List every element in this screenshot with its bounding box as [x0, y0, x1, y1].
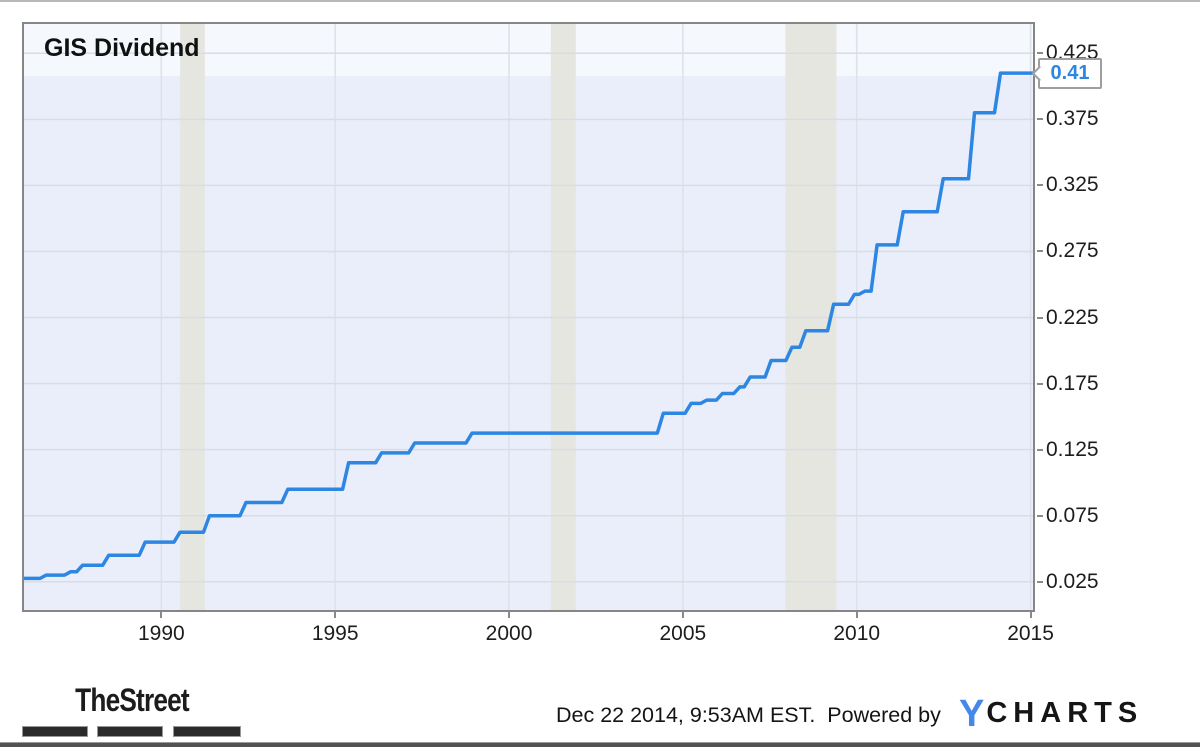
- x-axis-label: 1995: [311, 622, 359, 645]
- y-axis-label: 0.175: [1046, 371, 1099, 395]
- thestreet-logo-bar: [97, 726, 163, 737]
- y-axis-tick: [1037, 250, 1043, 253]
- x-axis-tick: [1029, 612, 1032, 618]
- x-axis-tick: [508, 612, 511, 618]
- x-axis-tick: [160, 612, 163, 618]
- y-axis-tick: [1037, 184, 1043, 187]
- ycharts-logo[interactable]: YCHARTS: [959, 693, 1143, 736]
- y-axis-tick: [1037, 316, 1043, 319]
- y-axis-tick: [1037, 118, 1043, 121]
- y-axis-label: 0.375: [1046, 107, 1099, 131]
- y-axis-tick: [1037, 514, 1043, 517]
- y-axis-tick: [1037, 448, 1043, 451]
- last-value-label: 0.41: [1050, 62, 1090, 85]
- x-axis-label: 1990: [137, 622, 185, 645]
- ycharts-logo-y-icon: Y: [959, 693, 985, 735]
- dividend-step-chart[interactable]: [22, 24, 1035, 610]
- y-axis-tick: [1037, 52, 1043, 55]
- thestreet-logo-bar: [173, 726, 241, 737]
- y-axis-label: 0.125: [1046, 437, 1099, 461]
- ycharts-logo-text: CHARTS: [986, 697, 1144, 729]
- y-axis-label: 0.325: [1046, 173, 1099, 197]
- x-axis-tick: [855, 612, 858, 618]
- timestamp-powered-by: Dec 22 2014, 9:53AM EST. Powered by: [556, 703, 941, 727]
- top-window-edge: [0, 0, 1200, 2]
- x-axis-tick: [681, 612, 684, 618]
- y-axis-label: 0.275: [1046, 239, 1099, 263]
- y-axis-label: 0.025: [1046, 569, 1099, 593]
- chart-frame: [22, 22, 1035, 612]
- y-axis-tick: [1037, 580, 1043, 583]
- thestreet-logo-bar: [22, 726, 88, 737]
- y-axis-label: 0.225: [1046, 305, 1099, 329]
- x-axis-label: 2005: [659, 622, 707, 645]
- bottom-divider: [0, 742, 1200, 747]
- x-axis-label: 2015: [1007, 622, 1054, 645]
- chart-title: GIS Dividend: [44, 34, 200, 62]
- last-value-callout: 0.41: [1038, 58, 1102, 90]
- x-axis-label: 2010: [833, 622, 881, 645]
- x-axis-tick: [334, 612, 337, 618]
- dividend-step-line: [22, 71, 1035, 581]
- y-axis-tick: [1037, 382, 1043, 385]
- thestreet-logo[interactable]: TheStreet: [75, 682, 189, 718]
- x-axis-label: 2000: [485, 622, 533, 645]
- y-axis-label: 0.075: [1046, 503, 1099, 527]
